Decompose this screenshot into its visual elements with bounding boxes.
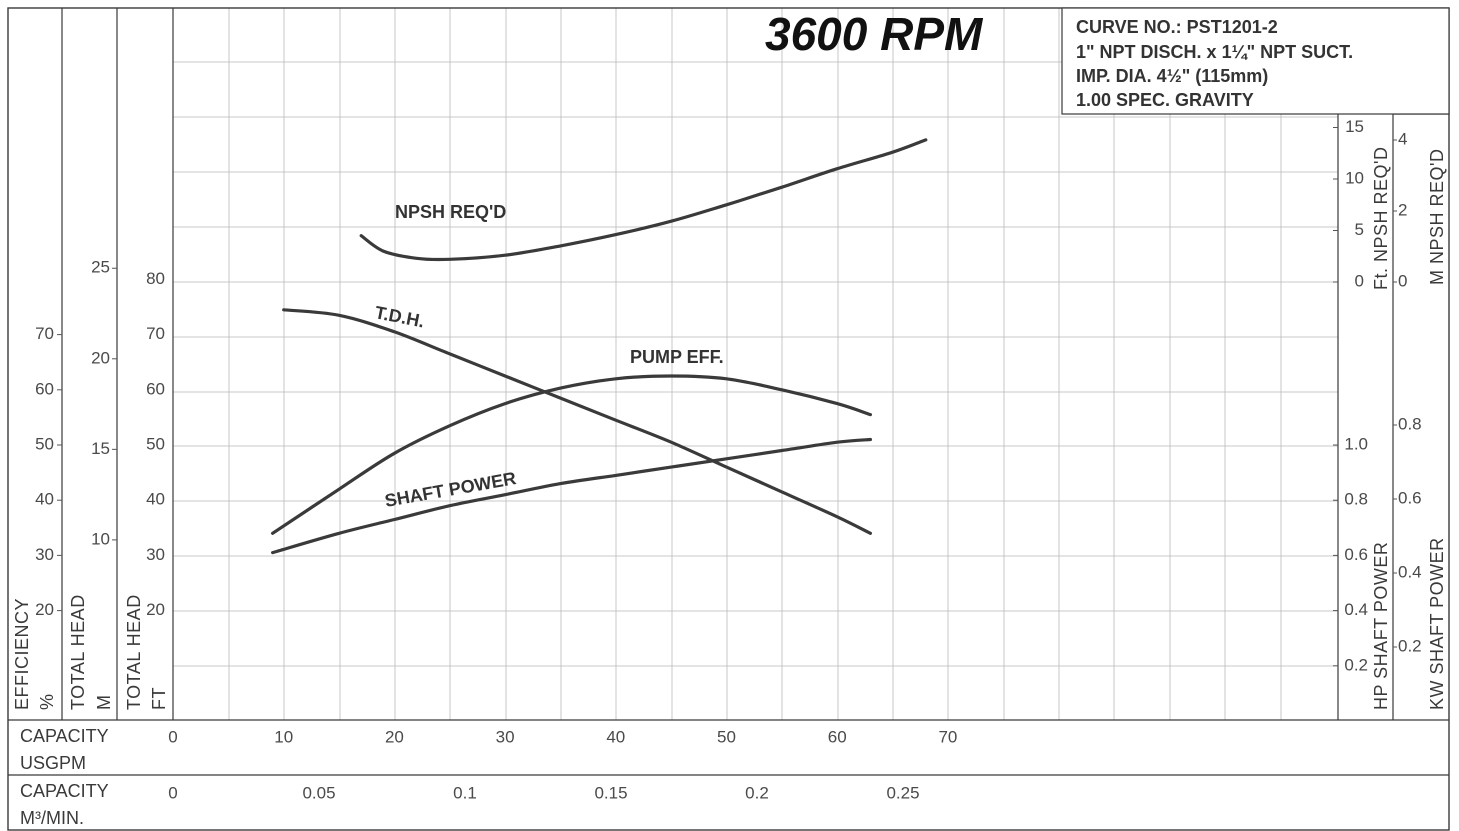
m3min-tick-0-2: 0.2: [745, 783, 769, 802]
usgpm-tick-70: 70: [938, 727, 957, 746]
usgpm-tick-20: 20: [385, 727, 404, 746]
hp-tick-0-6: 0.6: [1344, 545, 1368, 564]
usgpm-tick-0: 0: [168, 727, 177, 746]
info-impeller-diameter: IMP. DIA. 4½" (115mm): [1076, 66, 1268, 86]
head-m-tick-10: 10: [91, 529, 110, 548]
curve-pump-eff: [271, 374, 872, 535]
kw-tick-0-2: 0.2: [1398, 636, 1422, 655]
head-m-tick-15: 15: [91, 439, 110, 458]
curve-shaft-power: [271, 437, 872, 555]
hp-tick-0-8: 0.8: [1344, 490, 1368, 509]
hp-tick-0-4: 0.4: [1344, 600, 1368, 619]
m3min-row-label-unit: M³/MIN.: [20, 808, 84, 828]
m3min-tick-0-1: 0.1: [453, 783, 477, 802]
npsh-ft-tick-15: 15: [1345, 117, 1364, 136]
usgpm-row-label-unit: USGPM: [20, 753, 86, 773]
head-ft-tick-70: 70: [146, 324, 165, 343]
info-curve-no: CURVE NO.: PST1201-2: [1076, 17, 1278, 37]
npsh-m-tick-0: 0: [1398, 271, 1407, 290]
usgpm-tick-10: 10: [274, 727, 293, 746]
npsh-m-axis-label: M NPSH REQ'D: [1427, 149, 1447, 285]
hp-tick-1-0: 1.0: [1344, 434, 1368, 453]
head-ft-axis-label: TOTAL HEAD: [124, 594, 144, 710]
kw-tick-0-6: 0.6: [1398, 488, 1422, 507]
m3min-tick-0: 0: [168, 783, 177, 802]
efficiency-tick-40: 40: [35, 490, 54, 509]
kw-tick-0-4: 0.4: [1398, 562, 1422, 581]
efficiency-tick-20: 20: [35, 600, 54, 619]
outer-border: [7, 7, 1450, 831]
m3min-tick-0-25: 0.25: [886, 783, 919, 802]
efficiency-tick-30: 30: [35, 545, 54, 564]
kw-shaft-power-axis-label: KW SHAFT POWER: [1427, 537, 1447, 710]
curves: NPSH REQ'DT.D.H.PUMP EFF.SHAFT POWER: [271, 138, 928, 555]
curve-label-npsh-req-d: NPSH REQ'D: [395, 202, 506, 222]
info-box-frame: [1061, 7, 1450, 115]
efficiency-axis-label: EFFICIENCY: [12, 598, 32, 710]
chart-frame: [7, 7, 1450, 831]
head-ft-tick-30: 30: [146, 545, 165, 564]
head-ft-tick-50: 50: [146, 434, 165, 453]
npsh-ft-tick-5: 5: [1355, 220, 1364, 239]
npsh-m-tick-4: 4: [1398, 129, 1407, 148]
hp-shaft-power-axis-label: HP SHAFT POWER: [1371, 542, 1391, 710]
usgpm-tick-60: 60: [828, 727, 847, 746]
npsh-ft-tick-10: 10: [1345, 168, 1364, 187]
curve-npsh-req-d: [359, 138, 928, 262]
efficiency-tick-60: 60: [35, 379, 54, 398]
info-specific-gravity: 1.00 SPEC. GRAVITY: [1076, 90, 1254, 110]
usgpm-row-label-capacity: CAPACITY: [20, 726, 109, 746]
head-m-tick-20: 20: [91, 348, 110, 367]
curve-info-box: CURVE NO.: PST1201-2 1" NPT DISCH. x 1¼"…: [1061, 7, 1450, 115]
info-connections: 1" NPT DISCH. x 1¼" NPT SUCT.: [1076, 42, 1353, 62]
chart-title: 3600 RPM: [765, 8, 984, 60]
head-ft-axis-unit: FT: [149, 687, 169, 710]
usgpm-tick-30: 30: [496, 727, 515, 746]
npsh-ft-tick-0: 0: [1355, 271, 1364, 290]
head-m-tick-25: 25: [91, 258, 110, 277]
usgpm-tick-50: 50: [717, 727, 736, 746]
head-ft-tick-80: 80: [146, 269, 165, 288]
hp-tick-0-2: 0.2: [1344, 655, 1368, 674]
grid-lines: [173, 7, 1338, 720]
curve-t-d-h: [282, 308, 872, 535]
efficiency-tick-70: 70: [35, 324, 54, 343]
m3min-row-label-capacity: CAPACITY: [20, 781, 109, 801]
m3min-tick-0-05: 0.05: [302, 783, 335, 802]
npsh-ft-axis-label: Ft. NPSH REQ'D: [1371, 147, 1391, 290]
head-ft-tick-60: 60: [146, 379, 165, 398]
kw-tick-0-8: 0.8: [1398, 414, 1422, 433]
head-m-axis-label: TOTAL HEAD: [68, 594, 88, 710]
head-m-axis-unit: M: [94, 695, 114, 711]
head-ft-tick-20: 20: [146, 600, 165, 619]
usgpm-tick-40: 40: [606, 727, 625, 746]
head-ft-tick-40: 40: [146, 490, 165, 509]
m3min-tick-0-15: 0.15: [594, 783, 627, 802]
curve-label-pump-eff: PUMP EFF.: [630, 347, 724, 367]
efficiency-axis-unit: %: [37, 693, 57, 710]
npsh-m-tick-2: 2: [1398, 200, 1407, 219]
efficiency-tick-50: 50: [35, 434, 54, 453]
